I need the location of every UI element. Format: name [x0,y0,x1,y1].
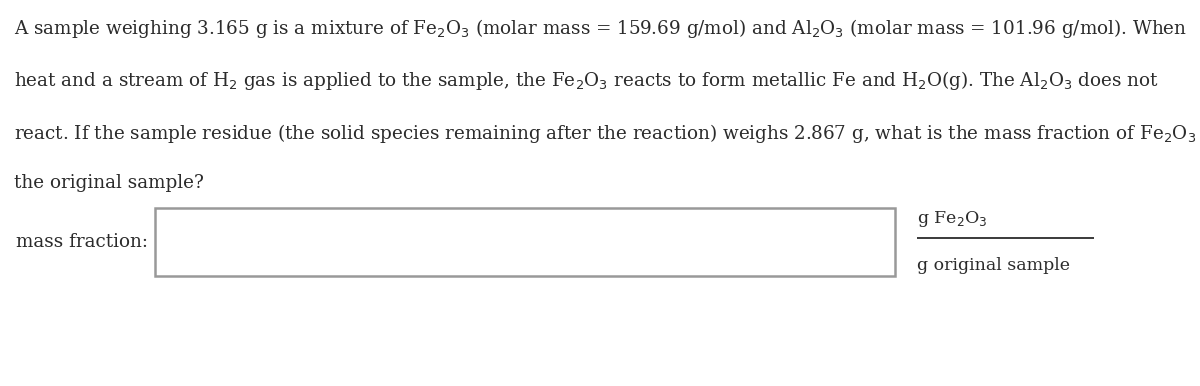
Text: A sample weighing 3.165 g is a mixture of Fe$_2$O$_3$ (molar mass = 159.69 g/mol: A sample weighing 3.165 g is a mixture o… [14,17,1188,41]
Text: mass fraction:: mass fraction: [16,233,148,251]
FancyBboxPatch shape [155,208,895,276]
Text: g Fe$_2$O$_3$: g Fe$_2$O$_3$ [917,209,988,229]
Text: heat and a stream of H$_2$ gas is applied to the sample, the Fe$_2$O$_3$ reacts : heat and a stream of H$_2$ gas is applie… [14,69,1159,93]
Text: g original sample: g original sample [917,257,1070,274]
Text: react. If the sample residue (the solid species remaining after the reaction) we: react. If the sample residue (the solid … [14,122,1200,145]
Text: the original sample?: the original sample? [14,174,204,192]
